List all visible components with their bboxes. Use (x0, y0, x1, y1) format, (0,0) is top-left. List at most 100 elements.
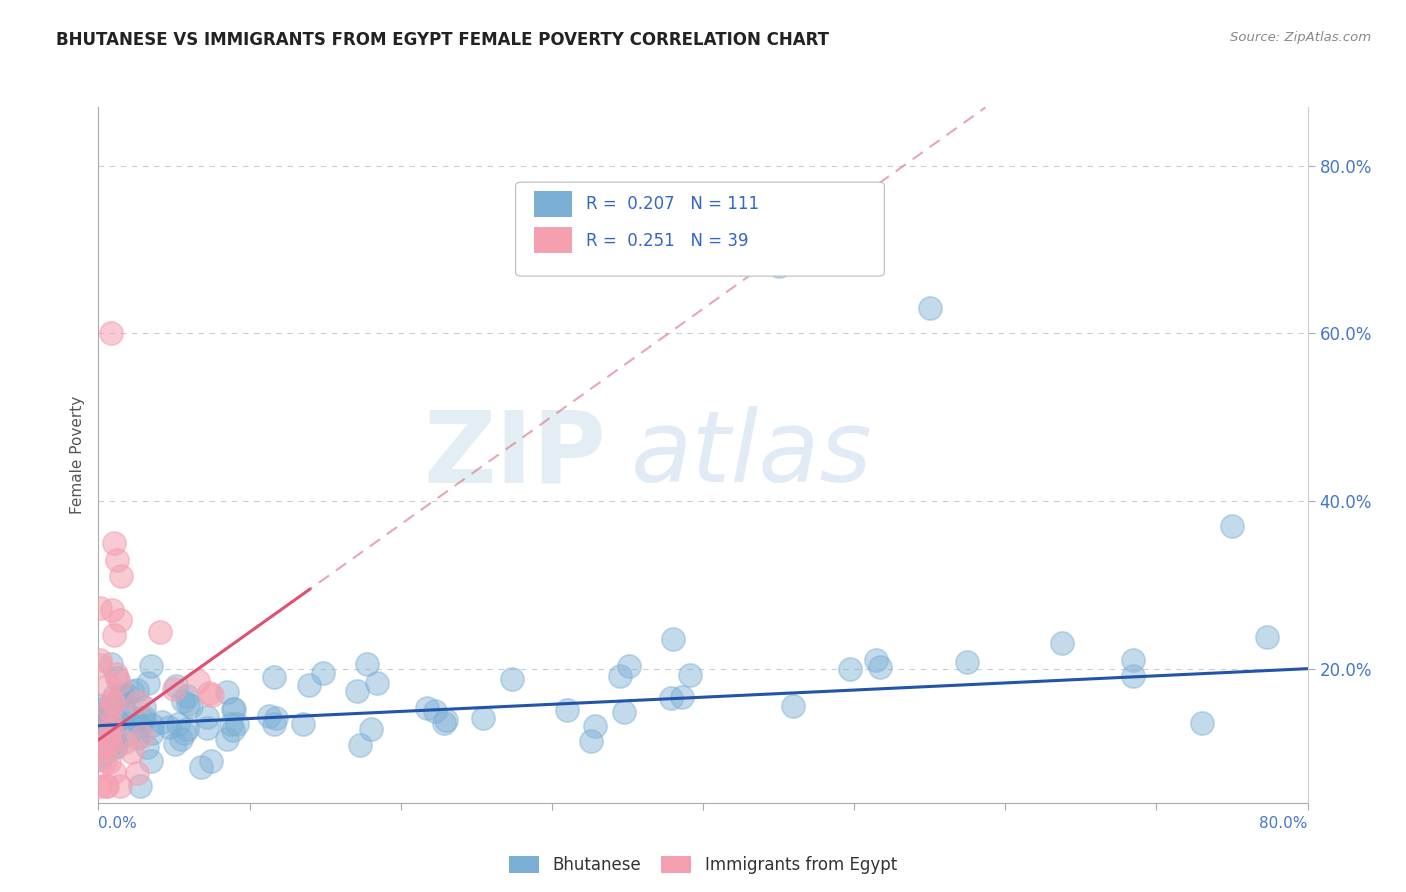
Point (89, 720, 111, 734)
Point (103, 536, 125, 550)
Point (89, 712, 111, 726)
Point (98, 721, 121, 735)
Point (94, 739, 117, 754)
Point (93, 732, 115, 747)
Point (125, 731, 148, 746)
Point (91, 739, 114, 754)
Point (108, 692, 131, 706)
Point (219, 717, 242, 731)
Point (141, 717, 163, 731)
Point (89, 714, 111, 728)
Point (149, 624, 172, 639)
Point (201, 688, 224, 702)
Point (167, 716, 190, 731)
Point (138, 676, 160, 690)
Point (121, 684, 143, 698)
Point (264, 711, 287, 725)
Point (110, 569, 132, 583)
Point (416, 701, 439, 715)
Point (121, 745, 143, 759)
Point (115, 688, 138, 702)
Point (139, 754, 162, 768)
Point (222, 723, 245, 738)
Point (1191, 716, 1213, 731)
Point (150, 715, 173, 730)
Point (105, 667, 128, 681)
Text: R =  0.251   N = 39: R = 0.251 N = 39 (586, 232, 748, 250)
Text: Source: ZipAtlas.com: Source: ZipAtlas.com (1230, 31, 1371, 45)
Point (97, 716, 120, 731)
Point (217, 685, 239, 699)
Bar (534, 227, 572, 253)
Point (222, 702, 245, 716)
Point (173, 725, 195, 739)
Point (98, 702, 121, 716)
Point (782, 699, 804, 714)
Point (103, 728, 125, 742)
Point (89, 653, 111, 667)
Point (839, 662, 862, 676)
Point (94, 779, 117, 793)
Point (89, 658, 111, 673)
Point (135, 740, 157, 755)
Point (225, 716, 247, 731)
Point (918, 301, 941, 316)
Point (111, 687, 134, 701)
Point (91, 736, 114, 750)
Point (176, 722, 198, 736)
Point (110, 779, 132, 793)
Point (125, 682, 148, 697)
Point (98, 726, 121, 740)
Point (195, 721, 218, 735)
Point (662, 632, 685, 647)
Point (89, 751, 111, 765)
Point (89, 779, 111, 793)
Point (101, 603, 124, 617)
Point (165, 679, 187, 693)
Point (613, 705, 636, 719)
Point (104, 739, 127, 754)
Point (131, 713, 153, 727)
Point (869, 660, 891, 674)
Point (96, 700, 118, 714)
Point (97, 755, 120, 769)
Point (423, 704, 446, 718)
Point (1122, 653, 1144, 667)
Point (107, 675, 129, 690)
Point (104, 735, 127, 749)
Point (1256, 630, 1278, 644)
Point (180, 698, 202, 713)
Point (94, 754, 117, 768)
Point (105, 671, 128, 685)
Bar (534, 191, 572, 217)
Point (555, 703, 578, 717)
Point (298, 677, 321, 691)
Point (163, 681, 186, 696)
Point (579, 733, 602, 747)
Point (200, 754, 222, 768)
Point (98, 729, 121, 743)
Y-axis label: Female Poverty: Female Poverty (70, 396, 86, 514)
Point (609, 669, 631, 683)
Point (1122, 669, 1144, 683)
Point (100, 326, 122, 341)
Point (257, 708, 280, 723)
Point (187, 673, 209, 688)
Point (89, 720, 111, 734)
FancyBboxPatch shape (516, 182, 884, 277)
Point (97, 680, 120, 694)
Point (89, 698, 111, 713)
Point (141, 658, 163, 673)
Point (671, 690, 693, 704)
Point (346, 684, 368, 698)
Point (114, 705, 136, 719)
Point (222, 702, 245, 716)
Point (118, 726, 141, 740)
Point (433, 716, 456, 731)
Point (471, 711, 494, 725)
Point (100, 722, 122, 736)
Point (312, 666, 335, 681)
Legend: Bhutanese, Immigrants from Egypt: Bhutanese, Immigrants from Egypt (505, 851, 901, 880)
Point (165, 737, 187, 751)
Point (1220, 519, 1243, 533)
